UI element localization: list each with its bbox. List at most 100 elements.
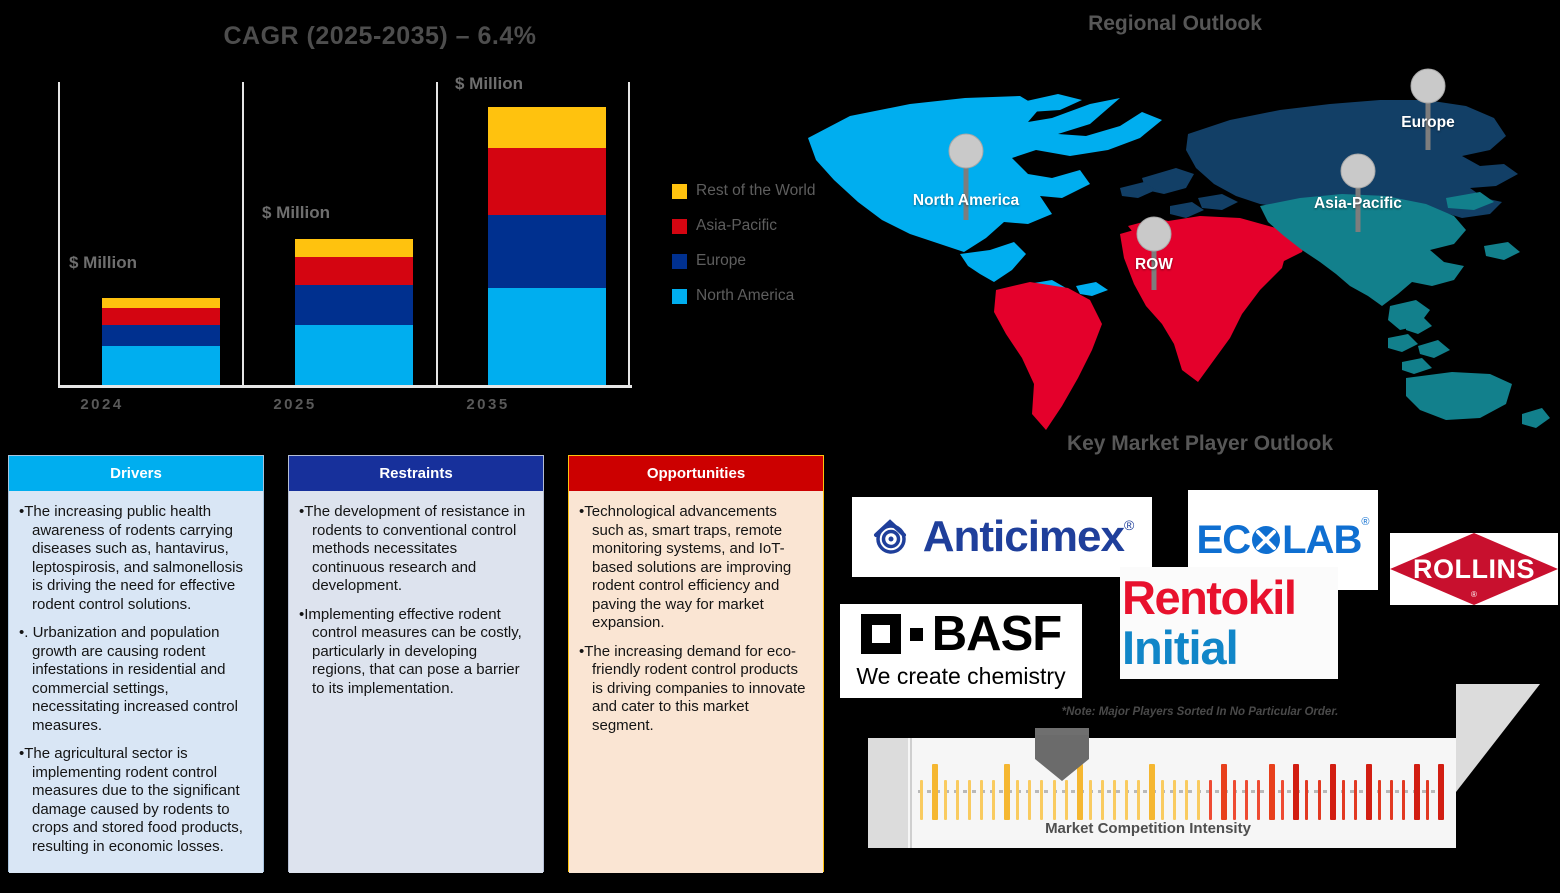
intensity-tick — [1136, 780, 1140, 820]
regional-outlook-title: Regional Outlook — [1088, 12, 1262, 35]
intensity-tick — [1112, 780, 1116, 820]
axis-rule — [628, 82, 630, 387]
intensity-tick — [1293, 764, 1300, 820]
intensity-dotted-axis — [918, 790, 1448, 793]
restraints-list: The development of resistance in rodents… — [299, 503, 531, 698]
intensity-marker-body[interactable] — [1035, 735, 1089, 759]
legend-item[interactable]: North America — [672, 287, 815, 305]
legend-item[interactable]: Europe — [672, 252, 815, 270]
bullet-item: . Urbanization and population growth are… — [19, 624, 251, 735]
bar-segment — [295, 285, 413, 326]
intensity-tick — [1281, 780, 1285, 820]
rollins-diamond-icon: ROLLINS ® — [1390, 533, 1558, 605]
intensity-tick — [968, 780, 972, 820]
world-map — [808, 68, 1550, 430]
x-tick-2035: 2035 — [466, 396, 510, 413]
logo-rentokil-text: Rentokil — [1122, 571, 1297, 624]
intensity-tick — [1064, 780, 1068, 820]
intensity-tick — [1209, 780, 1213, 820]
map-pin-asia-pacific[interactable] — [1340, 153, 1376, 232]
regional-outlook-panel: Regional Outlook — [790, 0, 1560, 440]
bullet-item: The agricultural sector is implementing … — [19, 745, 251, 856]
anticimex-mark-icon — [873, 519, 906, 554]
bullet-item: Implementing effective rodent control me… — [299, 606, 531, 699]
map-pin-row[interactable] — [1136, 216, 1172, 290]
legend-label: Europe — [696, 252, 746, 269]
logo-ecolab-text-1: EC — [1196, 517, 1252, 562]
bar-segment — [488, 107, 606, 149]
intensity-tick — [956, 780, 960, 820]
intensity-tick — [1329, 764, 1336, 820]
bar-2024[interactable] — [102, 298, 220, 387]
chart-plot-area — [58, 82, 630, 387]
intensity-tick — [1425, 780, 1429, 820]
map-pin-north-america[interactable] — [948, 133, 984, 220]
intensity-tick — [1269, 764, 1276, 820]
players-note: *Note: Major Players Sorted In No Partic… — [1061, 706, 1339, 718]
intensity-tick — [1377, 780, 1381, 820]
intensity-tick — [1004, 764, 1011, 820]
map-pin-europe[interactable] — [1410, 68, 1446, 150]
x-tick-2025: 2025 — [273, 396, 317, 413]
logo-rentokil-initial[interactable]: Rentokil Initial — [1120, 567, 1338, 679]
bar-value-label-2024: $ Million — [69, 253, 137, 272]
axis-rule — [242, 82, 244, 387]
logo-rollins-text: ROLLINS — [1413, 553, 1535, 584]
intensity-tick — [1257, 780, 1261, 820]
logo-basf[interactable]: BASF We create chemistry — [840, 604, 1082, 698]
intensity-tick — [1365, 764, 1372, 820]
logo-rollins[interactable]: ROLLINS ® — [1390, 533, 1558, 605]
intensity-tick — [1172, 780, 1176, 820]
intensity-tick — [980, 780, 984, 820]
legend-swatch-icon — [672, 253, 687, 269]
drivers-box-title: Drivers — [9, 456, 263, 491]
intensity-tick — [1052, 780, 1056, 820]
intensity-tick — [1148, 764, 1155, 820]
logo-anticimex[interactable]: Anticimex ® — [852, 497, 1152, 577]
legend-item[interactable]: Rest of the World — [672, 182, 815, 200]
logo-basf-tagline: We create chemistry — [856, 663, 1066, 689]
chart-baseline — [58, 385, 632, 388]
bar-value-label-2025: $ Million — [262, 203, 330, 222]
market-size-chart-panel: CAGR (2025-2035) – 6.4% $ Million $ Mill… — [0, 0, 840, 430]
bullet-item: The increasing public health awareness o… — [19, 503, 251, 614]
chart-title: CAGR (2025-2035) – 6.4% — [223, 22, 537, 50]
intensity-tick — [1088, 780, 1092, 820]
key-market-player-title: Key Market Player Outlook — [1066, 432, 1334, 455]
intensity-tick — [1389, 780, 1393, 820]
drivers-box-body: The increasing public health awareness o… — [9, 491, 263, 873]
intensity-tick — [932, 764, 939, 820]
bar-2035[interactable] — [488, 107, 606, 387]
map-label-row: ROW — [1135, 256, 1173, 273]
intensity-tick — [1317, 780, 1321, 820]
bullet-item: Technological advancements such as, smar… — [579, 503, 811, 633]
map-label-europe: Europe — [1401, 114, 1455, 131]
intensity-tick — [1016, 780, 1020, 820]
opportunities-box: Opportunities Technological advancements… — [568, 455, 824, 873]
restraints-box-title: Restraints — [289, 456, 543, 491]
restraints-box: Restraints The development of resistance… — [288, 455, 544, 873]
legend-swatch-icon — [672, 288, 687, 304]
intensity-tick — [1185, 780, 1188, 820]
bar-2025[interactable] — [295, 238, 413, 387]
map-label-asia-pacific: Asia-Pacific — [1314, 195, 1402, 212]
ecolab-globe-icon — [1252, 526, 1281, 554]
intensity-tick — [1401, 780, 1405, 820]
bar-segment — [295, 325, 413, 387]
restraints-box-body: The development of resistance in rodents… — [289, 491, 543, 873]
intensity-ticks — [918, 762, 1448, 820]
intensity-tick — [920, 780, 923, 820]
logo-ecolab-text-2: LAB — [1282, 517, 1362, 562]
intensity-tick — [1160, 780, 1164, 820]
intensity-panel-fold — [1456, 684, 1540, 792]
basf-square-icon — [860, 614, 901, 654]
intensity-tick — [1437, 764, 1444, 820]
chart-legend: Rest of the World Asia-Pacific Europe North… — [672, 182, 815, 322]
intensity-tick — [944, 780, 948, 820]
legend-item[interactable]: Asia-Pacific — [672, 217, 815, 235]
opportunities-box-body: Technological advancements such as, smar… — [569, 491, 823, 873]
bar-segment — [488, 148, 606, 216]
intensity-tick — [1100, 780, 1104, 820]
logo-basf-text: BASF — [931, 607, 1062, 661]
bar-segment — [488, 287, 606, 387]
